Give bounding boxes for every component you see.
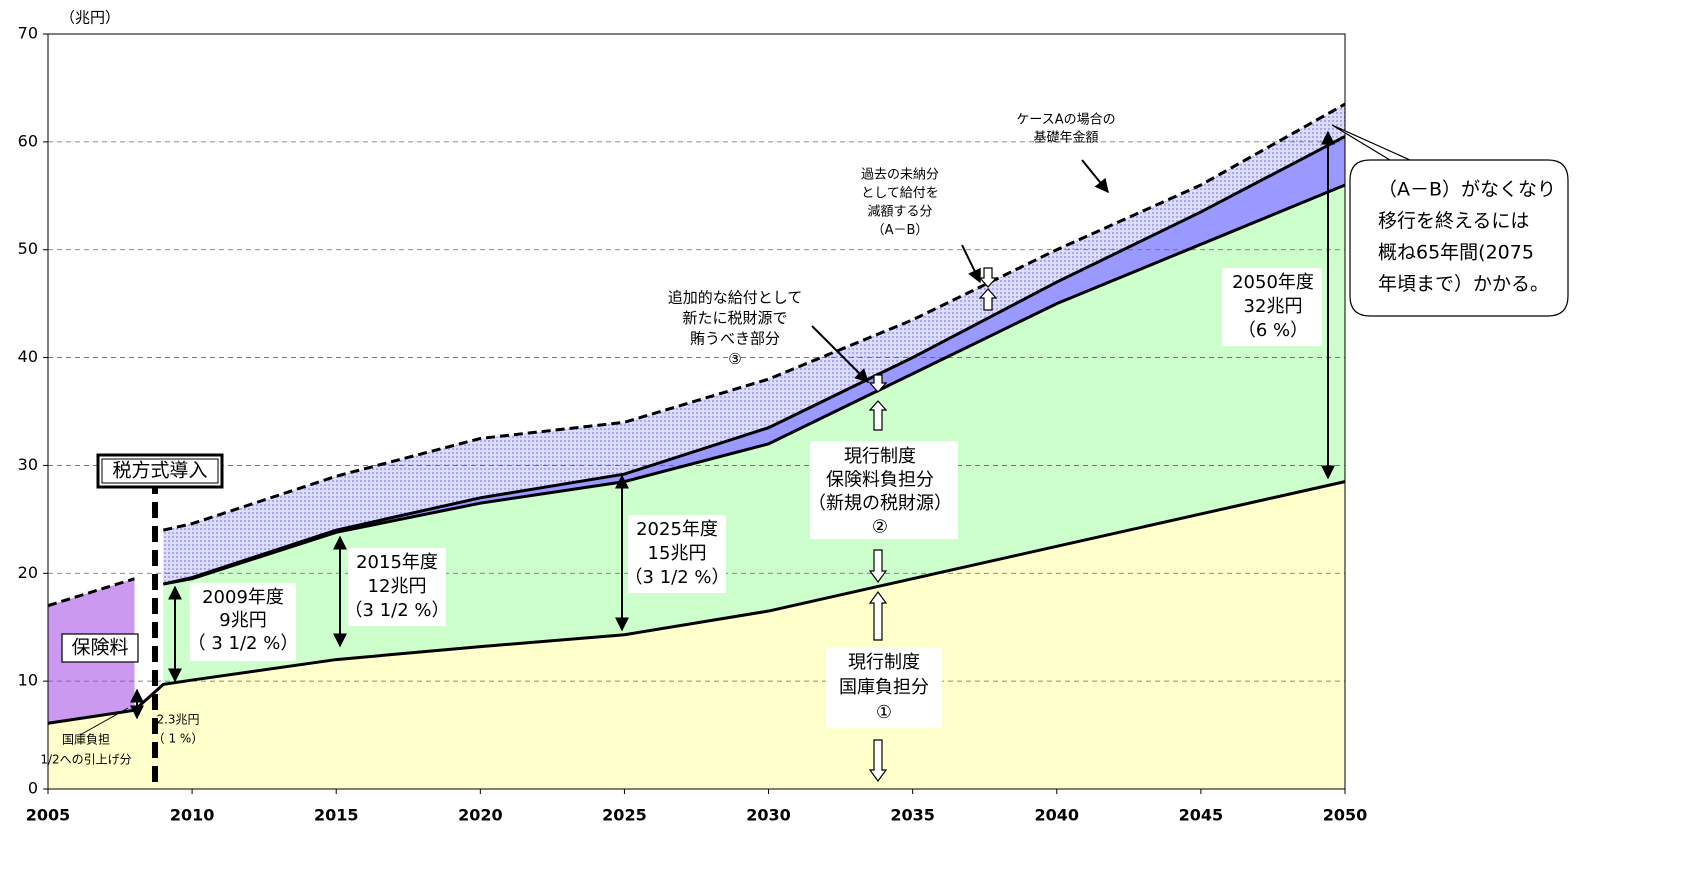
annotation: （A－B）がなくなり	[1378, 179, 1556, 201]
annotation: （3 1/2 %）	[345, 600, 450, 621]
annotation: （新規の税財源）	[808, 493, 952, 514]
annotation: 基礎年金額	[1033, 130, 1098, 146]
annotation: 国庫負担	[62, 733, 110, 747]
y-axis-label: （兆円）	[60, 9, 120, 27]
annotation: （ 1 %）	[153, 732, 204, 746]
annotation: 15兆円	[648, 543, 707, 564]
y-tick-label: 0	[28, 779, 38, 798]
annotation: 保険料負担分	[826, 470, 934, 491]
annotation-box	[826, 648, 942, 728]
annotation: 32兆円	[1244, 296, 1303, 317]
y-tick-label: 60	[18, 131, 38, 150]
x-tick-label: 2035	[890, 806, 935, 825]
annotation: （ 3 1/2 %）	[188, 633, 299, 654]
annotation-box	[348, 548, 446, 626]
area-edge	[162, 135, 1346, 586]
annotation: （6 %）	[1238, 320, 1308, 341]
area-edge	[47, 577, 135, 608]
annotation-box	[628, 515, 726, 593]
area	[163, 104, 1345, 585]
y-tick-label: 20	[18, 563, 38, 582]
annotation-box	[190, 583, 296, 661]
annotation: 賄うべき部分	[690, 330, 780, 348]
hollow-arrows	[868, 267, 998, 783]
y-tick-label: 30	[18, 455, 38, 474]
x-tick-label: 2030	[746, 806, 791, 825]
area	[48, 481, 1345, 789]
x-tick-label: 2025	[602, 806, 647, 825]
area-edge	[163, 183, 1346, 586]
annotation: 2025年度	[636, 519, 718, 540]
annotation-box	[810, 441, 958, 539]
annotation: ②	[872, 517, 888, 538]
x-tick-label: 2040	[1035, 806, 1080, 825]
annotation: 新たに税財源で	[682, 309, 787, 327]
x-tick-label: 2045	[1179, 806, 1224, 825]
annotation: （A－B）	[872, 223, 929, 238]
annotation: 2050年度	[1232, 272, 1314, 293]
y-tick-label: 70	[18, 24, 38, 43]
annotation: ③	[728, 350, 741, 368]
annotation: 2009年度	[202, 587, 284, 608]
annotation: 過去の未納分	[861, 168, 939, 183]
y-tick-label: 40	[18, 347, 38, 366]
annotation: 追加的な給付として	[668, 289, 803, 307]
annotation: 移行を終えるには	[1378, 210, 1529, 232]
annotation: 保険料	[71, 637, 128, 659]
annotation-box	[61, 633, 139, 663]
annotation: 2.3兆円	[156, 713, 199, 727]
annotation: 概ね65年間(2075	[1378, 242, 1534, 264]
annotation: 国庫負担分	[839, 677, 929, 698]
annotation-box-inner	[101, 458, 219, 484]
annotation: 2015年度	[356, 552, 438, 573]
annotation: 現行制度	[844, 446, 916, 467]
arrows	[79, 130, 1335, 736]
annotation: 現行制度	[848, 652, 920, 673]
x-tick-label: 2020	[458, 806, 503, 825]
area-edge	[162, 102, 1346, 532]
x-tick-label: 2015	[314, 806, 359, 825]
x-tick-label: 2010	[170, 806, 215, 825]
area	[163, 185, 1345, 685]
annotation: 9兆円	[219, 610, 266, 631]
annotation: として給付を	[861, 186, 939, 201]
y-tick-label: 50	[18, 239, 38, 258]
annotation: 年頃まで）かかる。	[1378, 273, 1549, 295]
annotation-box	[1222, 268, 1322, 346]
annotation: ①	[876, 702, 892, 723]
y-tick-label: 10	[18, 671, 38, 690]
callout-box	[1331, 124, 1569, 317]
annotation-box	[96, 453, 224, 489]
area-edge	[47, 480, 1346, 725]
x-tick-label: 2005	[26, 806, 71, 825]
annotation: 税方式導入	[112, 460, 207, 482]
annotation: 1/2への引上げ分	[40, 753, 131, 767]
annotation: （3 1/2 %）	[625, 567, 730, 588]
annotation: ケースAの場合の	[1016, 113, 1115, 128]
x-tick-label: 2050	[1323, 806, 1368, 825]
annotation: 12兆円	[368, 576, 427, 597]
annotation: 減額する分	[867, 204, 932, 220]
plot-frame	[47, 33, 1346, 790]
